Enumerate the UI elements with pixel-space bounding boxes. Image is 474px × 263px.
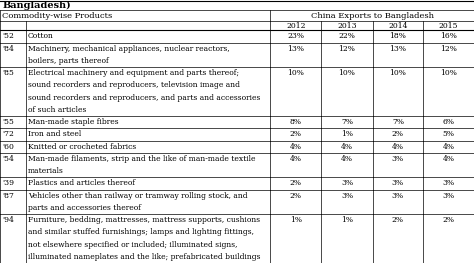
Text: 1%: 1% xyxy=(290,216,302,224)
Text: Plastics and articles thereof: Plastics and articles thereof xyxy=(28,179,135,187)
Text: sound recorders and reproducers, television image and: sound recorders and reproducers, televis… xyxy=(28,81,240,89)
Text: boilers, parts thereof: boilers, parts thereof xyxy=(28,57,109,65)
Text: 4%: 4% xyxy=(341,143,353,151)
Text: materials: materials xyxy=(28,167,64,175)
Text: 2%: 2% xyxy=(290,179,302,187)
Text: 5%: 5% xyxy=(443,130,455,138)
Text: Man-made staple fibres: Man-made staple fibres xyxy=(28,118,118,126)
Text: '87: '87 xyxy=(2,192,14,200)
Text: '55: '55 xyxy=(2,118,14,126)
Text: China Exports to Bangladesh: China Exports to Bangladesh xyxy=(310,12,434,20)
Text: 2%: 2% xyxy=(290,130,302,138)
Text: 16%: 16% xyxy=(440,32,457,41)
Text: Machinery, mechanical appliances, nuclear reactors,: Machinery, mechanical appliances, nuclea… xyxy=(28,45,230,53)
Text: Bangladesh): Bangladesh) xyxy=(2,1,71,10)
Text: and similar stuffed furnishings; lamps and lighting fittings,: and similar stuffed furnishings; lamps a… xyxy=(28,228,254,236)
Text: 2%: 2% xyxy=(290,192,302,200)
Text: 2%: 2% xyxy=(392,216,404,224)
Text: 4%: 4% xyxy=(443,143,455,151)
Text: not elsewhere specified or included; illuminated signs,: not elsewhere specified or included; ill… xyxy=(28,241,237,249)
Text: 10%: 10% xyxy=(390,69,406,77)
Text: 18%: 18% xyxy=(390,32,406,41)
Text: 3%: 3% xyxy=(341,192,353,200)
Text: 4%: 4% xyxy=(290,155,302,163)
Text: '54: '54 xyxy=(2,155,14,163)
Text: 12%: 12% xyxy=(338,45,356,53)
Text: 1%: 1% xyxy=(341,130,353,138)
Text: of such articles: of such articles xyxy=(28,106,86,114)
Text: 4%: 4% xyxy=(290,143,302,151)
Text: sound recorders and reproducers, and parts and accessories: sound recorders and reproducers, and par… xyxy=(28,94,260,102)
Text: '39: '39 xyxy=(2,179,14,187)
Text: Iron and steel: Iron and steel xyxy=(28,130,81,138)
Text: '84: '84 xyxy=(2,45,14,53)
Text: 12%: 12% xyxy=(440,45,457,53)
Text: Furniture, bedding, mattresses, mattress supports, cushions: Furniture, bedding, mattresses, mattress… xyxy=(28,216,260,224)
Text: 10%: 10% xyxy=(287,69,304,77)
Text: '60: '60 xyxy=(2,143,14,151)
Text: 4%: 4% xyxy=(392,143,404,151)
Text: Man-made filaments, strip and the like of man-made textile: Man-made filaments, strip and the like o… xyxy=(28,155,255,163)
Text: '85: '85 xyxy=(2,69,14,77)
Text: 2012: 2012 xyxy=(286,22,306,30)
Text: 3%: 3% xyxy=(443,179,455,187)
Text: '72: '72 xyxy=(2,130,14,138)
Text: 23%: 23% xyxy=(287,32,304,41)
Text: illuminated nameplates and the like; prefabricated buildings: illuminated nameplates and the like; pre… xyxy=(28,253,261,261)
Text: 3%: 3% xyxy=(392,155,404,163)
Text: 2%: 2% xyxy=(443,216,455,224)
Text: 4%: 4% xyxy=(341,155,353,163)
Text: Cotton: Cotton xyxy=(28,32,54,41)
Text: 10%: 10% xyxy=(338,69,356,77)
Text: 2013: 2013 xyxy=(337,22,357,30)
Text: 3%: 3% xyxy=(443,192,455,200)
Text: 7%: 7% xyxy=(392,118,404,126)
Text: 2014: 2014 xyxy=(388,22,408,30)
Text: 7%: 7% xyxy=(341,118,353,126)
Text: 13%: 13% xyxy=(287,45,304,53)
Text: 8%: 8% xyxy=(290,118,302,126)
Text: 10%: 10% xyxy=(440,69,457,77)
Text: Electrical machinery and equipment and parts thereof;: Electrical machinery and equipment and p… xyxy=(28,69,239,77)
Text: 3%: 3% xyxy=(392,179,404,187)
Text: Vehicles other than railway or tramway rolling stock, and: Vehicles other than railway or tramway r… xyxy=(28,192,247,200)
Text: Commodity-wise Products: Commodity-wise Products xyxy=(2,12,113,20)
Text: '52: '52 xyxy=(2,32,14,41)
Text: 3%: 3% xyxy=(392,192,404,200)
Text: 13%: 13% xyxy=(390,45,406,53)
Text: 3%: 3% xyxy=(341,179,353,187)
Text: Knitted or crocheted fabrics: Knitted or crocheted fabrics xyxy=(28,143,136,151)
Text: 1%: 1% xyxy=(341,216,353,224)
Text: 2015: 2015 xyxy=(439,22,458,30)
Text: '94: '94 xyxy=(2,216,14,224)
Text: 2%: 2% xyxy=(392,130,404,138)
Text: 6%: 6% xyxy=(443,118,455,126)
Text: 22%: 22% xyxy=(338,32,356,41)
Text: 4%: 4% xyxy=(443,155,455,163)
Text: parts and accessories thereof: parts and accessories thereof xyxy=(28,204,141,212)
